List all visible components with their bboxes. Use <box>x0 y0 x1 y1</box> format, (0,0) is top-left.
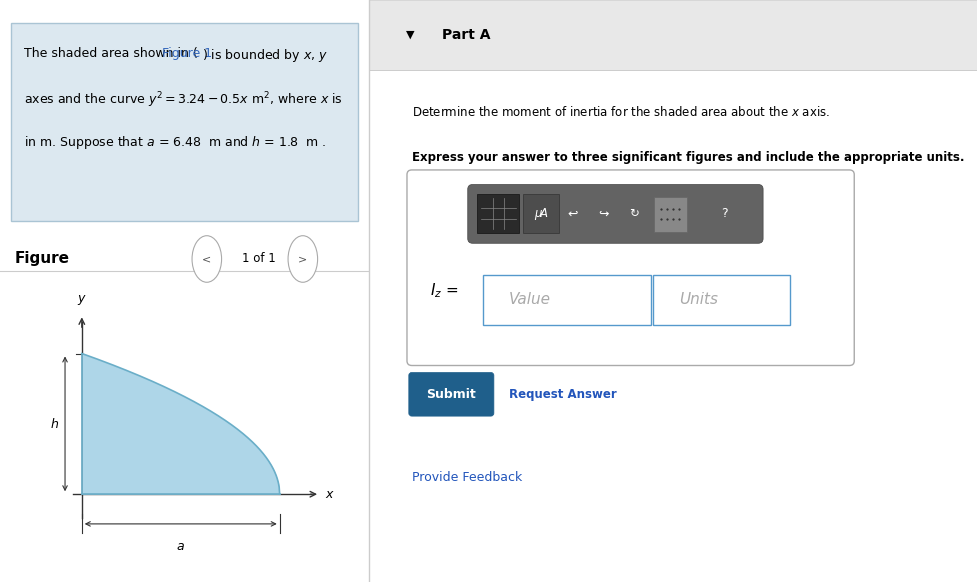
Text: Units: Units <box>679 292 718 307</box>
Text: >: > <box>298 254 308 264</box>
Text: $\mu\!A$: $\mu\!A$ <box>533 205 548 222</box>
FancyBboxPatch shape <box>483 275 651 325</box>
Text: ?: ? <box>721 207 728 221</box>
Text: ↻: ↻ <box>629 207 639 221</box>
Circle shape <box>288 236 318 282</box>
Text: ) is bounded by $x$, $y$: ) is bounded by $x$, $y$ <box>201 47 327 63</box>
FancyBboxPatch shape <box>407 170 854 365</box>
FancyBboxPatch shape <box>654 197 687 232</box>
Text: Determine the moment of inertia for the shaded area about the $x$ axis.: Determine the moment of inertia for the … <box>412 105 829 119</box>
Text: $x$: $x$ <box>324 488 334 501</box>
FancyBboxPatch shape <box>523 194 559 233</box>
Text: Submit: Submit <box>427 388 476 401</box>
Circle shape <box>192 236 222 282</box>
FancyBboxPatch shape <box>468 184 763 243</box>
FancyBboxPatch shape <box>478 194 520 233</box>
FancyBboxPatch shape <box>653 275 790 325</box>
FancyBboxPatch shape <box>11 23 359 221</box>
Text: Express your answer to three significant figures and include the appropriate uni: Express your answer to three significant… <box>412 151 964 164</box>
Text: in m. Suppose that $a$ = 6.48  m and $h$ = 1.8  m .: in m. Suppose that $a$ = 6.48 m and $h$ … <box>24 134 326 151</box>
Text: Figure: Figure <box>15 251 69 267</box>
Text: Provide Feedback: Provide Feedback <box>412 471 522 484</box>
Text: $y$: $y$ <box>77 293 87 307</box>
Text: <: < <box>202 254 211 264</box>
Text: $a$: $a$ <box>176 540 186 552</box>
Text: Part A: Part A <box>443 28 490 42</box>
Text: Value: Value <box>509 292 551 307</box>
Text: The shaded area shown in (: The shaded area shown in ( <box>24 47 197 59</box>
FancyBboxPatch shape <box>408 372 494 416</box>
Text: 1 of 1: 1 of 1 <box>241 253 276 265</box>
FancyBboxPatch shape <box>369 0 977 70</box>
Text: Request Answer: Request Answer <box>509 388 616 401</box>
Text: Figure 1: Figure 1 <box>162 47 212 59</box>
Text: ↪: ↪ <box>598 207 609 221</box>
Text: axes and the curve $y^2 = 3.24 - 0.5x\ \mathrm{m}^2$, where $x$ is: axes and the curve $y^2 = 3.24 - 0.5x\ \… <box>24 90 343 110</box>
Text: ▼: ▼ <box>405 30 414 40</box>
Text: $I_z$ =: $I_z$ = <box>430 282 458 300</box>
Text: $h$: $h$ <box>50 417 59 431</box>
Text: ↩: ↩ <box>568 207 578 221</box>
